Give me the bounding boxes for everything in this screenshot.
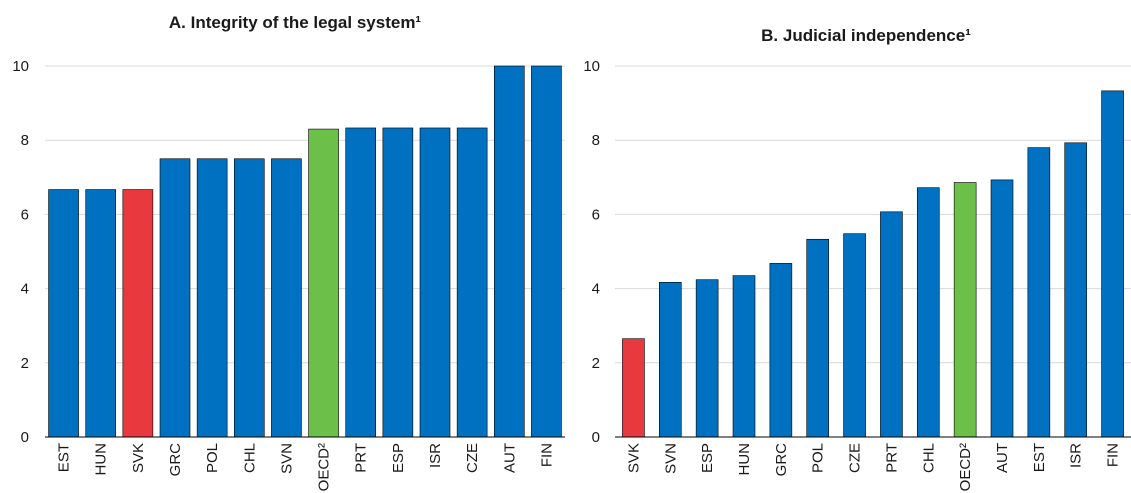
- panel-b-x-tick-label: SVN: [662, 443, 679, 474]
- panel-a-bar-svk: [122, 189, 154, 438]
- panel-b-x-tick-label: CZE: [847, 443, 864, 473]
- panel-b-bar-prt: [880, 211, 903, 438]
- panel-a: A. Integrity of the legal system¹ 0 2 4 6 8 1…: [12, 13, 565, 491]
- panel-b-x-tick-label: OECD²: [957, 443, 974, 491]
- panel-b-x-tick-label: POL: [810, 443, 827, 473]
- panel-b-x-tick-label: ESP: [699, 443, 716, 473]
- panel-b-bar-esp: [695, 279, 719, 438]
- panel-a-title: A. Integrity of the legal system¹: [169, 13, 422, 32]
- panel-b-y-tick-label: 2: [592, 355, 600, 372]
- panel-a-bar-est: [48, 189, 79, 438]
- panel-b-y-tick-label: 8: [592, 132, 600, 149]
- panel-a-bar-chl: [233, 158, 265, 438]
- panel-a-bar-grc: [159, 158, 191, 438]
- panel-a-y-tick-label: 2: [21, 355, 29, 372]
- panel-b-bar-oecd: [953, 182, 977, 438]
- panel-b-bar-grc: [769, 263, 793, 438]
- panel-a-x-tick-label: FIN: [538, 443, 555, 467]
- panel-b-y-tick-label: 6: [592, 206, 600, 223]
- panel-a-x-tick-label: PRT: [353, 443, 370, 473]
- panel-b-bar-isr: [1064, 142, 1088, 438]
- panel-a-x-tick-label: OECD²: [316, 443, 333, 491]
- panel-a-bar-hun: [85, 189, 117, 438]
- panel-a-x-tick-label: ESP: [390, 443, 407, 473]
- panel-a-bar-svn: [271, 158, 302, 438]
- panel-a-x-tick-label: CHL: [241, 443, 258, 473]
- panel-a-bar-aut: [493, 65, 525, 438]
- panel-b-x-tick-label: GRC: [773, 443, 790, 477]
- panel-b-x-tick-label: AUT: [994, 443, 1011, 473]
- panel-a-bar-oecd: [308, 128, 339, 438]
- panel-b-bar-aut: [990, 179, 1014, 438]
- panel-b-bar-fin: [1101, 90, 1124, 438]
- panel-a-bar-isr: [419, 127, 451, 438]
- panel-a-y-tick-label: 6: [21, 206, 29, 223]
- panel-b-x-tick-label: CHL: [920, 443, 937, 473]
- panel-b-bar-svk: [622, 338, 645, 438]
- panel-b-bar-pol: [806, 238, 830, 438]
- panel-a-x-tick-label: POL: [204, 443, 221, 473]
- panel-a-x-tick-label: GRC: [167, 443, 184, 477]
- panel-a-y-tick-label: 0: [21, 429, 29, 446]
- panel-a-bar-prt: [345, 127, 377, 438]
- panel-a-x-tick-label: AUT: [501, 443, 518, 473]
- panel-b-title: B. Judicial independence¹: [761, 26, 971, 45]
- panel-b-bar-cze: [843, 233, 866, 438]
- panel-b-bar-est: [1027, 147, 1051, 438]
- panel-b-x-tick-label: FIN: [1105, 443, 1122, 467]
- panel-a-x-tick-label: CZE: [464, 443, 481, 473]
- panel-b-x-tick-label: EST: [1031, 443, 1048, 472]
- panel-b-y-tick-label: 10: [583, 58, 600, 75]
- panel-a-y-tick-label: 10: [12, 58, 29, 75]
- panel-b-x-tick-label: SVK: [625, 443, 642, 473]
- panel-a-x-tick-label: HUN: [93, 443, 110, 476]
- panel-b-y-tick-label: 0: [592, 429, 600, 446]
- panel-b-x-tick-label: HUN: [736, 443, 753, 476]
- panel-a-x-tick-label: SVK: [130, 443, 147, 473]
- panel-b-bar-chl: [916, 187, 940, 438]
- panel-a-bar-esp: [382, 127, 414, 438]
- panel-a-bar-cze: [456, 127, 488, 438]
- panel-b-x-tick-label: ISR: [1068, 443, 1085, 468]
- panel-a-y-tick-label: 8: [21, 132, 29, 149]
- panel-b-bar-svn: [658, 281, 682, 438]
- panel-b: B. Judicial independence¹ 0 2 4 6 8 10 SVK SVN E…: [583, 26, 1131, 491]
- panel-a-bar-pol: [196, 158, 228, 438]
- panel-a-x-tick-label: SVN: [278, 443, 295, 474]
- panel-a-y-tick-label: 4: [21, 281, 29, 298]
- panel-a-bar-fin: [531, 65, 562, 438]
- panel-a-x-tick-label: ISR: [427, 443, 444, 468]
- panel-a-x-tick-label: EST: [56, 443, 73, 472]
- panel-b-y-tick-label: 4: [592, 281, 600, 298]
- panel-b-bar-hun: [732, 275, 756, 438]
- panel-b-x-tick-label: PRT: [883, 443, 900, 473]
